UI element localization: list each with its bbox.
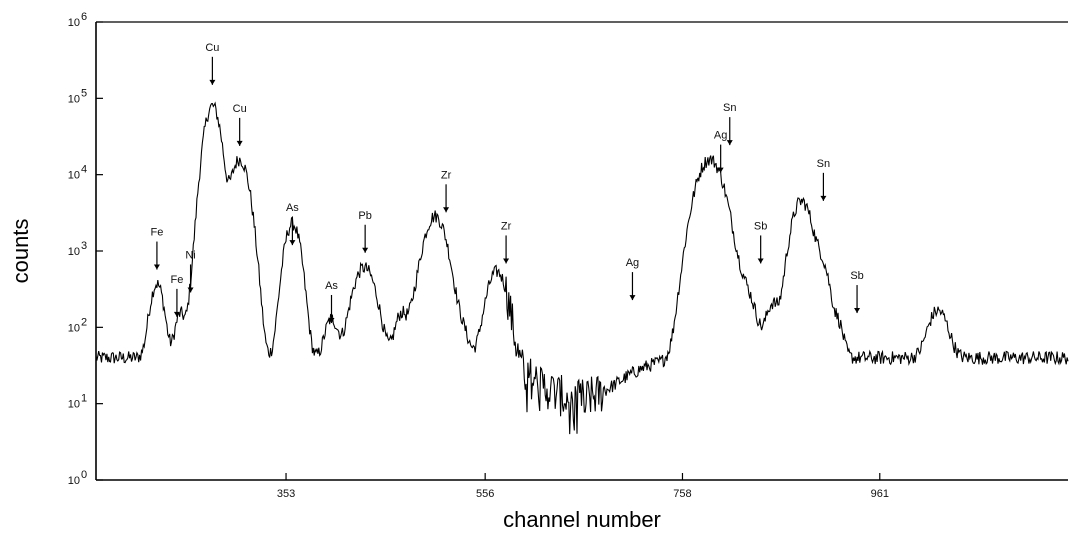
y-tick-exponent: 0 xyxy=(81,469,87,481)
peak-marker-arrowhead xyxy=(187,287,194,293)
y-tick-label: 10 xyxy=(68,475,80,487)
plot-frame xyxy=(95,21,1068,481)
y-tick-label: 10 xyxy=(68,17,80,29)
peak-marker-arrowhead xyxy=(629,295,636,301)
peak-label: Sn xyxy=(723,102,736,114)
peak-label: Ni xyxy=(185,249,195,261)
peak-marker-arrowhead xyxy=(757,258,764,264)
peak-marker-arrowhead xyxy=(362,247,369,253)
peak-label: Fe xyxy=(150,227,163,239)
peak-marker-arrowhead xyxy=(854,308,861,314)
x-tick-label: 758 xyxy=(673,488,691,500)
y-tick-label: 10 xyxy=(68,246,80,258)
peak-label: Ag xyxy=(714,130,727,142)
peak-label: As xyxy=(325,280,338,292)
peak-marker-arrowhead xyxy=(153,264,160,270)
peak-annotations: Fe Fe Ni Cu Cu As As Pb Zr Zr Ag Ag Sn Sb Sn Sb xyxy=(150,42,864,323)
peak-marker-arrowhead xyxy=(209,79,216,85)
peak-label: Fe xyxy=(171,274,184,286)
spectrum-series xyxy=(95,101,1069,435)
peak-label: Pb xyxy=(358,210,371,222)
peak-marker-arrowhead xyxy=(820,195,827,201)
peak-label: Ag xyxy=(626,257,639,269)
peak-marker-arrowhead xyxy=(236,140,243,146)
y-tick-label: 10 xyxy=(68,93,80,105)
peak-label: Sn xyxy=(817,158,830,170)
y-tick-exponent: 5 xyxy=(81,87,87,99)
y-tick-exponent: 1 xyxy=(81,393,87,405)
peak-label: As xyxy=(286,202,299,214)
peak-marker-arrowhead xyxy=(443,207,450,213)
peak-marker-arrowhead xyxy=(726,140,733,146)
y-tick-exponent: 3 xyxy=(81,240,87,252)
peak-marker-arrowhead xyxy=(173,311,180,317)
peak-marker-arrowhead xyxy=(328,317,335,323)
y-tick-label: 10 xyxy=(68,170,80,182)
y-tick-exponent: 4 xyxy=(81,164,87,176)
y-tick-exponent: 2 xyxy=(81,316,87,328)
x-axis-title: channel number xyxy=(503,507,661,532)
peak-label: Sb xyxy=(754,220,767,232)
peak-marker-arrowhead xyxy=(289,240,296,246)
x-tick-label: 961 xyxy=(871,488,889,500)
peak-marker-arrowhead xyxy=(503,258,510,264)
y-tick-label: 10 xyxy=(68,322,80,334)
x-tick-label: 556 xyxy=(476,488,494,500)
y-axis-title: counts xyxy=(8,219,33,284)
peak-label: Zr xyxy=(501,220,512,232)
spectrum-line xyxy=(95,101,1069,435)
peak-label: Cu xyxy=(233,103,247,115)
y-tick-label: 10 xyxy=(68,399,80,411)
peak-label: Sb xyxy=(850,270,863,282)
peak-label: Cu xyxy=(205,42,219,54)
peak-marker-arrowhead xyxy=(717,167,724,173)
x-axis-ticks: 353 556 758 961 xyxy=(277,473,889,500)
y-tick-exponent: 6 xyxy=(81,11,87,23)
peak-label: Zr xyxy=(441,169,452,181)
x-tick-label: 353 xyxy=(277,488,295,500)
